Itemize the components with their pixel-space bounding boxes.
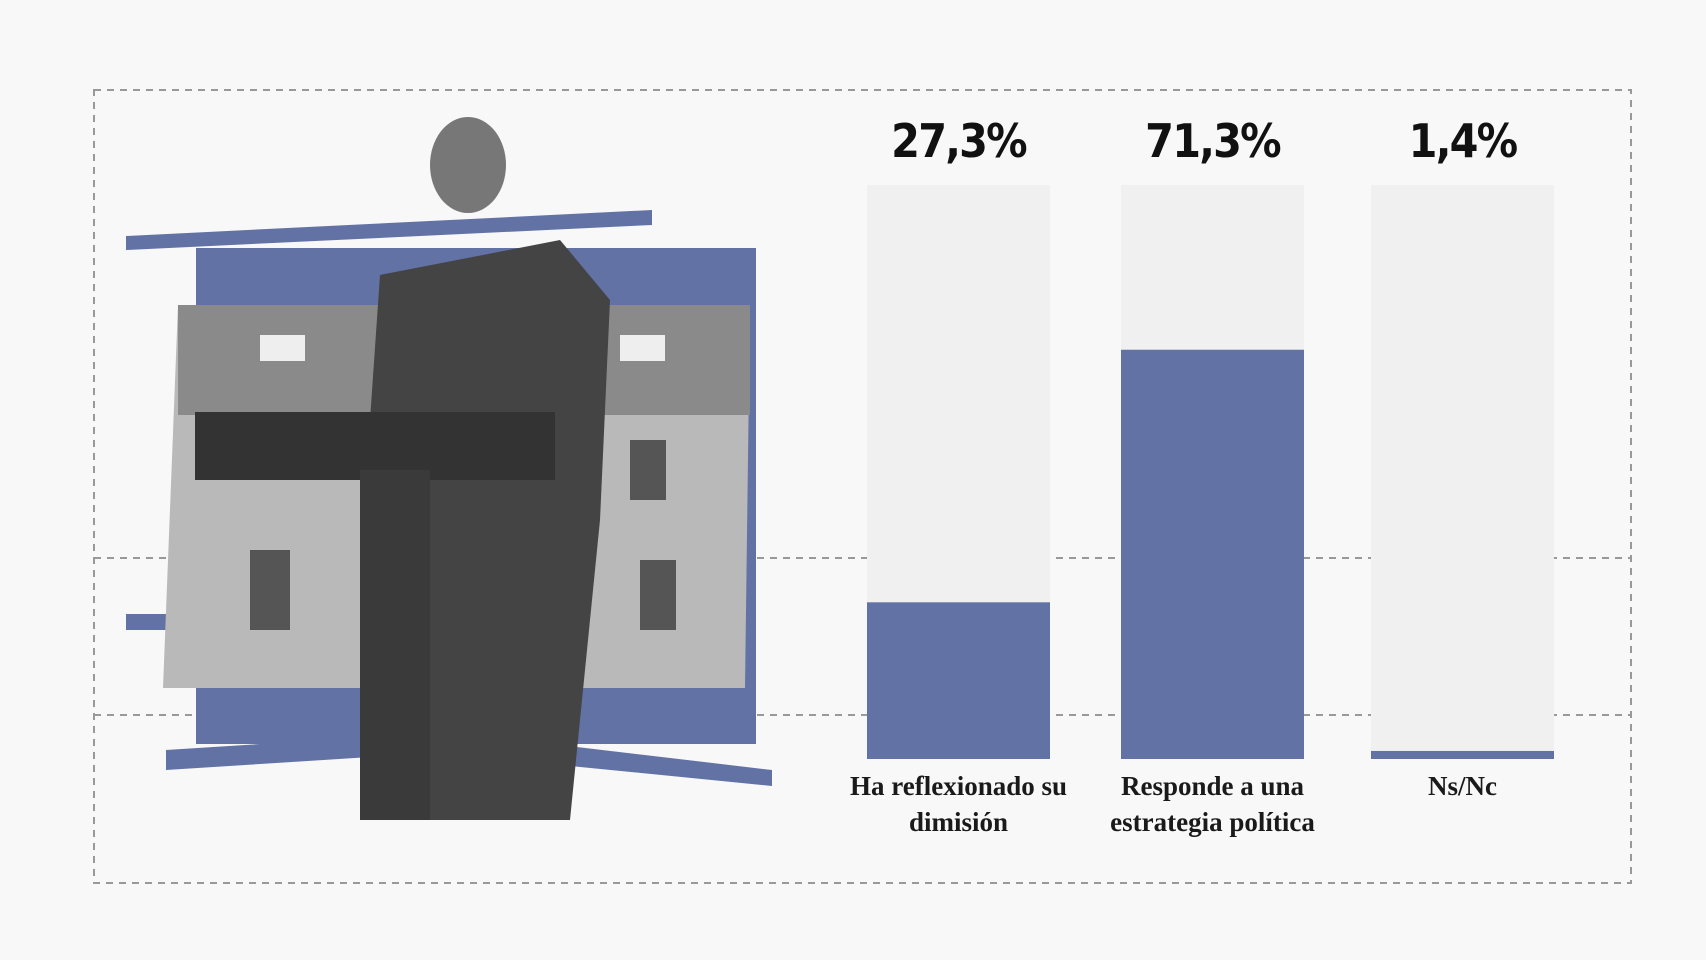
frame xyxy=(93,89,1632,884)
value-label: 1,4% xyxy=(1408,114,1518,168)
bar xyxy=(1121,349,1304,759)
category-label: Responde a una estrategia política xyxy=(1110,771,1315,837)
category-label: Ns/Nc xyxy=(1428,771,1497,801)
value-label: 27,3% xyxy=(891,114,1027,168)
photo xyxy=(126,117,772,820)
bar xyxy=(867,602,1050,759)
bar-track xyxy=(1371,185,1554,759)
category-label: Ha reflexionado su dimisión xyxy=(849,771,1067,837)
bar xyxy=(1371,750,1554,759)
value-label: 71,3% xyxy=(1145,114,1281,168)
